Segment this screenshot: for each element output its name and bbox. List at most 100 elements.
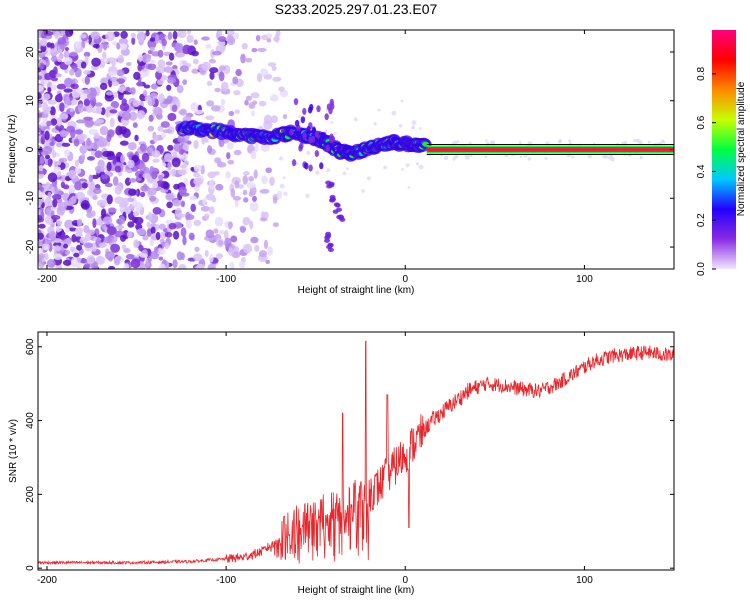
- noise-blob: [130, 32, 136, 39]
- noise-blob: [128, 178, 137, 183]
- noise-blob: [271, 65, 277, 72]
- streak-blob: [298, 144, 303, 152]
- noise-blob: [147, 187, 157, 196]
- noise-blob: [74, 41, 79, 47]
- noise-blob: [108, 71, 118, 77]
- noise-blob: [157, 33, 167, 41]
- noise-blob: [155, 231, 161, 241]
- noise-blob: [162, 162, 167, 168]
- noise-blob: [214, 157, 222, 164]
- noise-blob: [75, 191, 86, 200]
- noise-blob: [208, 206, 215, 215]
- noise-blob: [150, 226, 156, 235]
- noise-blob: [189, 195, 197, 201]
- noise-dot: [333, 131, 337, 135]
- noise-blob: [276, 190, 282, 200]
- noise-blob: [142, 234, 149, 241]
- noise-blob: [122, 197, 129, 207]
- noise-blob: [251, 47, 258, 53]
- noise-blob: [83, 89, 92, 94]
- noise-blob: [274, 33, 280, 43]
- noise-dot: [373, 122, 377, 126]
- noise-blob: [83, 51, 91, 58]
- noise-blob: [52, 66, 58, 76]
- noise-blob: [62, 184, 70, 190]
- noise-blob: [218, 239, 223, 246]
- noise-blob: [56, 117, 63, 127]
- snr-x-tick-label: 100: [576, 575, 593, 586]
- noise-blob: [43, 30, 54, 36]
- noise-blob: [119, 43, 128, 51]
- noise-blob: [80, 61, 87, 69]
- noise-blob: [172, 199, 182, 207]
- noise-blob: [38, 253, 47, 259]
- noise-dot: [523, 153, 528, 158]
- noise-blob: [157, 107, 162, 116]
- noise-blob: [217, 30, 223, 38]
- noise-blob: [53, 166, 62, 171]
- noise-blob: [237, 184, 244, 189]
- noise-blob: [147, 125, 155, 132]
- noise-blob: [40, 151, 49, 156]
- noise-blob: [121, 244, 127, 250]
- noise-blob: [74, 232, 83, 237]
- noise-blob: [55, 124, 65, 131]
- noise-blob: [52, 238, 62, 243]
- noise-blob: [112, 176, 119, 187]
- noise-blob: [134, 202, 143, 211]
- noise-blob: [38, 248, 44, 255]
- noise-blob: [74, 129, 84, 135]
- noise-blob: [86, 137, 91, 147]
- streak-blob: [289, 128, 294, 136]
- noise-dot: [415, 162, 420, 166]
- noise-blob: [263, 211, 269, 219]
- noise-blob: [57, 37, 67, 45]
- noise-blob: [193, 172, 201, 178]
- branch-blob: [324, 238, 331, 243]
- noise-dot: [418, 127, 422, 131]
- noise-blob: [146, 147, 154, 154]
- noise-blob: [141, 53, 152, 63]
- noise-blob: [272, 222, 279, 228]
- noise-blob: [239, 226, 246, 233]
- noise-dot: [607, 155, 612, 160]
- noise-blob: [120, 154, 126, 164]
- noise-blob: [50, 118, 58, 126]
- noise-blob: [186, 214, 195, 220]
- noise-blob: [209, 67, 219, 74]
- noise-blob: [269, 176, 275, 186]
- noise-blob: [259, 188, 270, 194]
- noise-blob: [180, 164, 187, 169]
- colorbar-tick-label: 0.8: [696, 67, 707, 81]
- noise-dot: [623, 140, 628, 145]
- noise-blob: [91, 57, 101, 67]
- noise-dot: [366, 176, 371, 181]
- noise-blob: [99, 126, 109, 136]
- noise-blob: [90, 31, 100, 40]
- noise-dot: [353, 117, 358, 122]
- noise-dot: [330, 121, 334, 124]
- noise-blob: [71, 257, 78, 268]
- noise-blob: [52, 253, 63, 261]
- noise-blob: [43, 93, 51, 101]
- noise-blob: [101, 224, 107, 230]
- noise-blob: [107, 207, 117, 213]
- noise-blob: [167, 77, 177, 84]
- spectrogram-x-tick-label: -200: [37, 274, 57, 285]
- noise-dot: [345, 167, 349, 171]
- noise-blob: [263, 239, 269, 250]
- noise-blob: [105, 91, 114, 96]
- noise-blob: [149, 195, 157, 202]
- noise-blob: [243, 197, 249, 203]
- noise-blob: [173, 143, 182, 152]
- noise-blob: [190, 203, 197, 213]
- noise-blob: [114, 185, 123, 195]
- noise-blob: [250, 110, 255, 117]
- noise-blob: [227, 36, 236, 46]
- noise-dot: [638, 140, 643, 145]
- noise-blob: [158, 174, 164, 181]
- noise-blob: [53, 245, 62, 252]
- noise-blob: [226, 30, 235, 36]
- spectrogram-noise-layer: [38, 30, 672, 269]
